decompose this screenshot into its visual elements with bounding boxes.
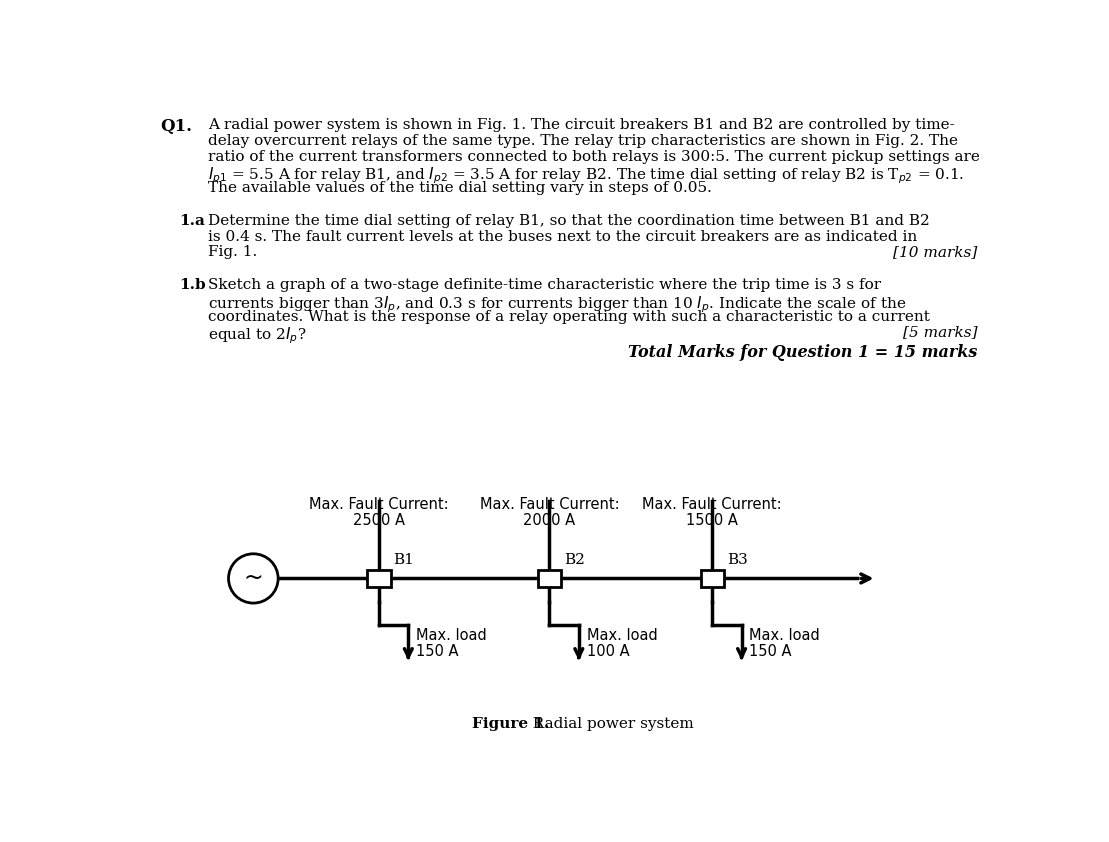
Text: Max. load: Max. load <box>587 628 658 642</box>
Text: ~: ~ <box>243 566 263 589</box>
Text: Total Marks for Question 1 = 15 marks: Total Marks for Question 1 = 15 marks <box>628 344 977 360</box>
Text: Max. load: Max. load <box>416 628 487 642</box>
Text: 150 A: 150 A <box>416 643 459 658</box>
Text: ratio of the current transformers connected to both relays is 300:5. The current: ratio of the current transformers connec… <box>208 150 980 163</box>
Text: A radial power system is shown in Fig. 1. The circuit breakers B1 and B2 are con: A radial power system is shown in Fig. 1… <box>208 118 955 132</box>
Text: Radial power system: Radial power system <box>523 717 694 731</box>
Text: [10 marks]: [10 marks] <box>893 245 977 259</box>
Text: is 0.4 s. The fault current levels at the buses next to the circuit breakers are: is 0.4 s. The fault current levels at th… <box>208 230 917 243</box>
Bar <box>701 570 724 587</box>
Text: 150 A: 150 A <box>750 643 792 658</box>
Text: equal to 2$I_p$?: equal to 2$I_p$? <box>208 326 307 346</box>
Text: coordinates. What is the response of a relay operating with such a characteristi: coordinates. What is the response of a r… <box>208 310 930 323</box>
Bar <box>538 570 561 587</box>
Text: delay overcurrent relays of the same type. The relay trip characteristics are sh: delay overcurrent relays of the same typ… <box>208 134 958 147</box>
Text: [5 marks]: [5 marks] <box>903 326 977 339</box>
Bar <box>367 570 390 587</box>
Text: 2000 A: 2000 A <box>523 513 576 528</box>
Text: Max. Fault Current:: Max. Fault Current: <box>642 497 782 512</box>
Text: Max. Fault Current:: Max. Fault Current: <box>309 497 449 512</box>
Text: Q1.: Q1. <box>161 118 192 135</box>
Text: The available values of the time dial setting vary in steps of 0.05.: The available values of the time dial se… <box>208 181 712 195</box>
Text: B3: B3 <box>726 553 747 567</box>
Text: Determine the time dial setting of relay B1, so that the coordination time betwe: Determine the time dial setting of relay… <box>208 214 930 228</box>
Text: Fig. 1.: Fig. 1. <box>208 245 257 259</box>
Text: 1.a: 1.a <box>179 214 205 228</box>
Text: Figure 1.: Figure 1. <box>471 717 549 731</box>
Text: 2500 A: 2500 A <box>353 513 405 528</box>
Text: B1: B1 <box>394 553 415 567</box>
Text: B2: B2 <box>564 553 584 567</box>
Text: Max. Fault Current:: Max. Fault Current: <box>479 497 619 512</box>
Text: 100 A: 100 A <box>587 643 629 658</box>
Text: Sketch a graph of a two-stage definite-time characteristic where the trip time i: Sketch a graph of a two-stage definite-t… <box>208 278 882 292</box>
Text: Max. load: Max. load <box>750 628 820 642</box>
Text: $I_{p1}$ = 5.5 A for relay B1, and $I_{p2}$ = 3.5 A for relay B2. The time dial : $I_{p1}$ = 5.5 A for relay B1, and $I_{p… <box>208 165 965 186</box>
Text: 1.b: 1.b <box>179 278 205 292</box>
Text: currents bigger than 3$I_p$, and 0.3 s for currents bigger than 10 $I_p$. Indica: currents bigger than 3$I_p$, and 0.3 s f… <box>208 294 907 315</box>
Text: 1500 A: 1500 A <box>686 513 739 528</box>
